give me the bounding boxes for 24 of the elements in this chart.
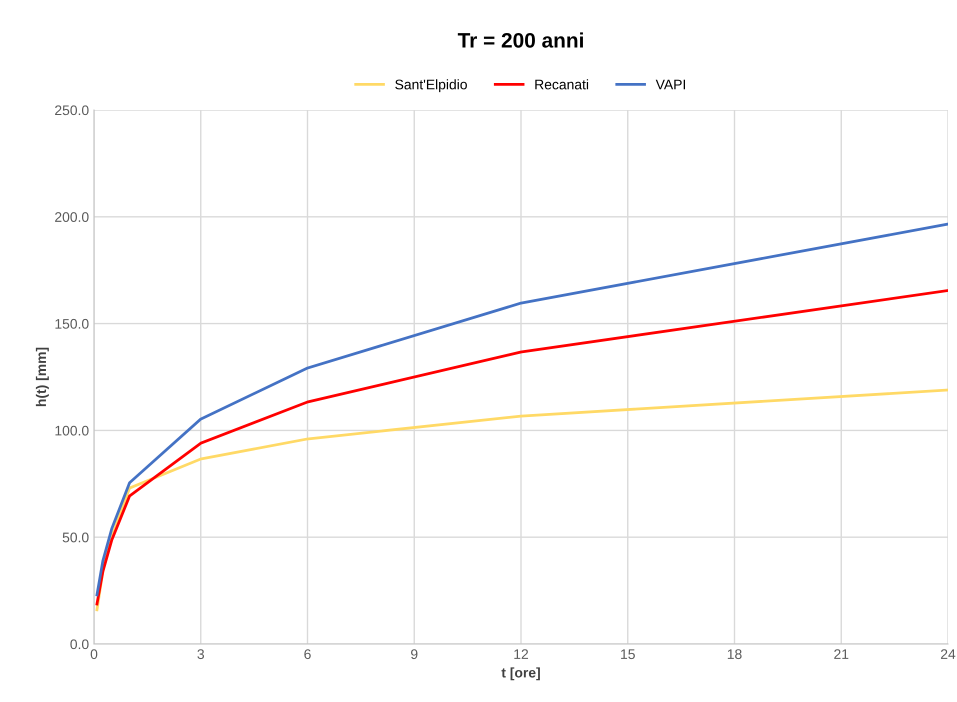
- x-tick-label: 3: [197, 649, 204, 660]
- line-series: [96, 388, 948, 612]
- x-axis-title: t [ore]: [501, 667, 540, 680]
- x-tick-label: 24: [940, 649, 956, 659]
- x-tick-label: 18: [728, 649, 742, 660]
- x-tick-label: 21: [834, 649, 848, 659]
- y-tick-label: 200.0: [55, 212, 89, 222]
- line-series: [96, 289, 948, 606]
- y-tick-label: 250.0: [55, 105, 89, 116]
- x-tick-label: 0: [90, 649, 98, 660]
- legend-label: Recanati: [535, 79, 588, 90]
- y-tick-label: 100.0: [55, 426, 89, 436]
- x-tick-label: 6: [304, 649, 311, 660]
- x-tick-label: 9: [411, 649, 418, 660]
- x-tick-label: 15: [621, 649, 635, 660]
- legend-label: VAPI: [656, 80, 686, 90]
- legend-label: Sant'Elpidio: [395, 79, 467, 92]
- y-axis-title: h(t) [mm]: [36, 348, 49, 406]
- chart-title: Tr = 200 anni: [458, 32, 583, 48]
- y-tick-label: 150.0: [55, 318, 89, 329]
- y-tick-label: 0.0: [70, 639, 89, 650]
- x-tick-label: 12: [514, 649, 528, 659]
- y-tick-label: 50.0: [62, 532, 89, 542]
- line-series: [96, 222, 948, 596]
